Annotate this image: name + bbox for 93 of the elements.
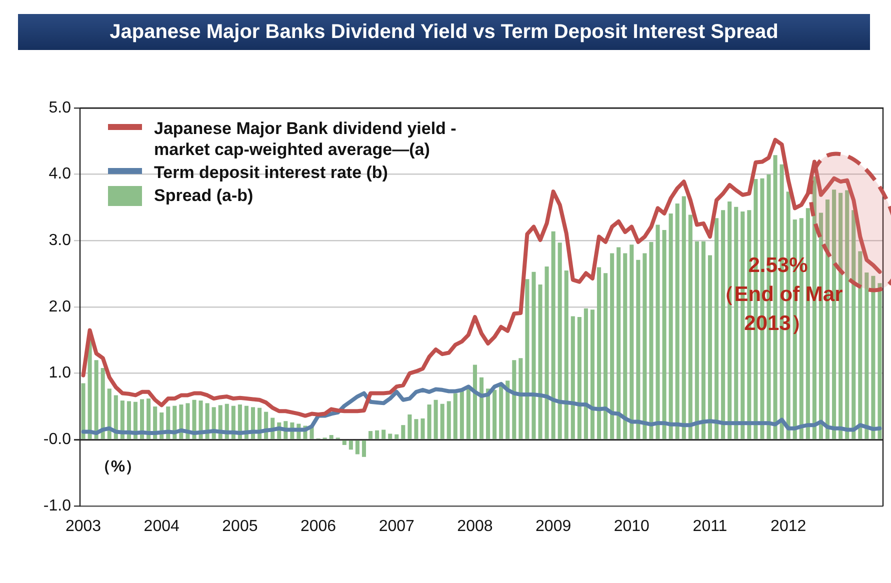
x-tick-label: 2010 xyxy=(614,518,650,536)
bar xyxy=(427,404,432,439)
bar xyxy=(466,388,470,439)
bar xyxy=(492,390,497,439)
bar xyxy=(506,380,510,439)
legend-label: Spread (a-b) xyxy=(154,185,254,206)
x-tick-label: 2005 xyxy=(222,518,258,536)
bar xyxy=(81,383,86,439)
y-tick-label: 4.0 xyxy=(48,166,72,183)
bar xyxy=(329,435,334,439)
bar xyxy=(596,267,602,439)
bar xyxy=(382,430,386,439)
y-tick-label: -1.0 xyxy=(43,497,72,514)
bar xyxy=(701,241,706,439)
bar xyxy=(472,364,477,439)
bar xyxy=(590,310,595,439)
y-tick-label: 1.0 xyxy=(48,364,72,382)
bar xyxy=(721,210,726,439)
bar xyxy=(662,230,666,439)
bar xyxy=(408,414,412,439)
y-tick-label: 5.0 xyxy=(48,99,72,116)
bar xyxy=(518,358,523,439)
bar xyxy=(649,242,654,439)
bar xyxy=(446,401,451,439)
bar xyxy=(871,276,876,439)
bar xyxy=(564,270,568,439)
bar xyxy=(544,266,549,439)
bar xyxy=(551,231,556,439)
bar xyxy=(630,244,634,439)
x-tick-label: 2007 xyxy=(378,518,415,536)
bar xyxy=(577,316,582,439)
bar xyxy=(728,202,732,439)
x-tick-label: 2009 xyxy=(536,518,572,536)
bar xyxy=(714,218,719,439)
bar xyxy=(348,440,353,450)
bar xyxy=(362,440,366,457)
bar xyxy=(532,272,536,439)
bar xyxy=(675,204,680,439)
bar xyxy=(368,431,373,439)
bar xyxy=(708,255,712,439)
bar xyxy=(525,279,530,439)
bar xyxy=(570,316,575,439)
bar xyxy=(355,440,360,454)
bar xyxy=(538,284,542,439)
bar xyxy=(864,272,869,439)
x-tick-label: 2011 xyxy=(692,518,728,536)
bar xyxy=(460,391,464,439)
bar xyxy=(623,253,628,439)
x-tick-label: 2006 xyxy=(300,518,336,536)
x-tick-label: 2012 xyxy=(770,518,806,536)
y-tick-label: 3.0 xyxy=(48,232,72,250)
bar xyxy=(453,393,458,439)
bar xyxy=(375,430,380,439)
bar xyxy=(558,242,562,439)
bar xyxy=(610,253,614,439)
bar xyxy=(414,419,418,439)
legend-label: Japanese Major Bank dividend yield - market cap-weighted average—(a) xyxy=(154,118,458,160)
y-tick-label: -0.0 xyxy=(43,431,72,448)
bar xyxy=(682,196,686,439)
y-tick-label: 2.0 xyxy=(48,298,72,316)
bar xyxy=(420,418,425,439)
bar xyxy=(434,400,438,439)
chart-title: Japanese Major Banks Dividend Yield vs Term Deposit Interest Spread xyxy=(18,14,870,50)
bar xyxy=(401,425,406,439)
bar xyxy=(499,382,504,439)
x-tick-label: 2008 xyxy=(457,518,493,536)
bar xyxy=(100,368,105,439)
bar xyxy=(394,434,399,439)
bar xyxy=(94,360,98,439)
bar xyxy=(878,283,882,439)
bar xyxy=(107,388,112,439)
bar xyxy=(140,399,144,439)
legend-label: Term deposit interest rate (b) xyxy=(154,162,388,183)
bar xyxy=(668,213,673,439)
bar xyxy=(688,214,692,439)
bar xyxy=(584,308,588,439)
bar xyxy=(636,260,640,439)
annotation: （%） xyxy=(94,458,142,476)
bar xyxy=(440,404,444,439)
bar xyxy=(388,434,392,439)
bar xyxy=(604,273,608,439)
bar xyxy=(694,241,699,439)
bar xyxy=(858,251,862,439)
x-tick-label: 2003 xyxy=(65,518,102,536)
bar xyxy=(342,440,346,445)
x-tick-label: 2004 xyxy=(144,518,180,536)
bar xyxy=(642,253,647,439)
bar xyxy=(512,360,516,439)
bar xyxy=(479,377,484,439)
bar xyxy=(616,247,621,439)
bar xyxy=(852,210,856,439)
bar xyxy=(656,224,660,439)
bar xyxy=(845,190,850,439)
